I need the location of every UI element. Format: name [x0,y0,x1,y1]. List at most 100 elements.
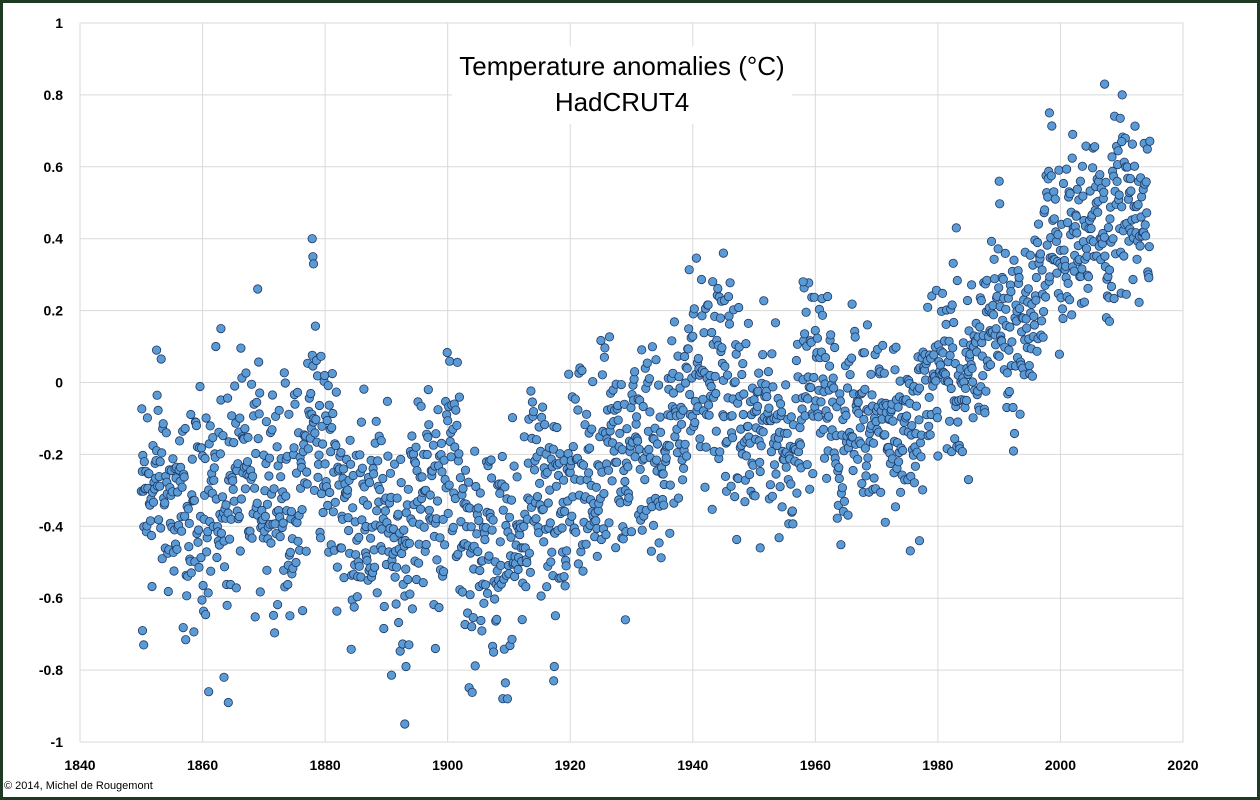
data-point [202,547,212,557]
data-point [647,342,658,352]
y-tick-label: 1 [55,15,63,31]
data-point [1031,272,1042,283]
x-tick-label: 1880 [310,757,341,773]
data-point [442,347,452,358]
data-point [1063,218,1073,228]
data-point [1015,409,1025,419]
chart-title: Temperature anomalies (°C) [459,51,784,81]
data-point [1117,202,1127,212]
data-point [1077,161,1088,171]
data-point [1067,310,1077,320]
data-point [902,411,912,421]
data-point [222,600,232,611]
data-point [998,274,1008,284]
data-point [471,481,481,492]
data-point [327,422,337,433]
data-point [250,612,260,622]
data-point [680,439,690,449]
data-point [186,568,196,578]
data-point [155,481,165,491]
data-point [581,539,591,549]
data-point [328,507,338,517]
data-point [475,565,485,576]
data-point [163,586,173,597]
data-point [1046,171,1056,181]
data-point [345,459,356,469]
data-point [1054,165,1064,175]
x-tick-label: 2000 [1045,757,1076,773]
data-point [1062,164,1072,174]
data-point [310,321,320,331]
x-tick-label: 1900 [432,757,463,773]
data-point [963,474,974,485]
data-point [231,583,241,593]
y-tick-label: -0.6 [39,590,63,606]
data-point [592,551,602,562]
data-point [727,411,737,421]
data-point [775,399,786,409]
data-point [738,358,748,369]
data-point [290,399,300,409]
data-point [1052,268,1062,278]
data-point [1079,297,1090,307]
data-point [161,428,171,438]
data-point [989,274,1000,284]
data-point [1047,121,1057,131]
data-point [1029,311,1039,321]
data-point [357,515,367,525]
data-point [1083,272,1094,282]
data-point [438,514,448,525]
data-point [629,367,640,377]
data-point [564,369,574,379]
data-point [985,360,996,370]
data-point [184,541,194,552]
data-point [819,453,830,463]
data-point [559,571,569,582]
data-point [1042,240,1052,250]
y-tick-label: 0.8 [44,87,64,103]
data-point [262,565,272,575]
data-point [285,547,295,558]
data-point [1145,136,1155,146]
data-point [1104,316,1115,326]
data-point [473,546,483,557]
data-point [197,595,207,605]
data-point [539,537,549,547]
data-point [925,430,935,440]
data-point [252,397,262,407]
data-point [674,372,684,382]
data-point [1004,386,1015,397]
data-point [588,376,598,387]
data-point [758,427,768,437]
data-point [558,475,569,485]
data-point [730,377,740,387]
data-point [578,566,588,576]
data-point [699,328,709,338]
data-point [615,428,625,438]
data-point [682,363,692,373]
data-point [765,480,776,490]
data-point [519,521,529,532]
data-point [876,487,886,497]
data-point [509,461,519,471]
data-point [891,342,901,352]
data-point [315,533,326,543]
data-point [697,311,707,321]
data-point [330,497,340,507]
data-point [1107,152,1117,162]
y-tick-label: -0.4 [39,518,63,534]
data-point [385,468,396,478]
y-tick-label: 0 [55,375,63,391]
data-point [717,343,727,353]
data-point [740,497,750,507]
data-point [658,469,668,479]
data-point [1090,142,1100,152]
data-point [182,591,192,601]
data-point [571,527,581,537]
data-point [314,400,325,411]
data-point [432,555,442,565]
data-point [433,405,443,415]
data-point [424,420,434,430]
data-point [403,574,413,585]
data-point [642,358,652,368]
